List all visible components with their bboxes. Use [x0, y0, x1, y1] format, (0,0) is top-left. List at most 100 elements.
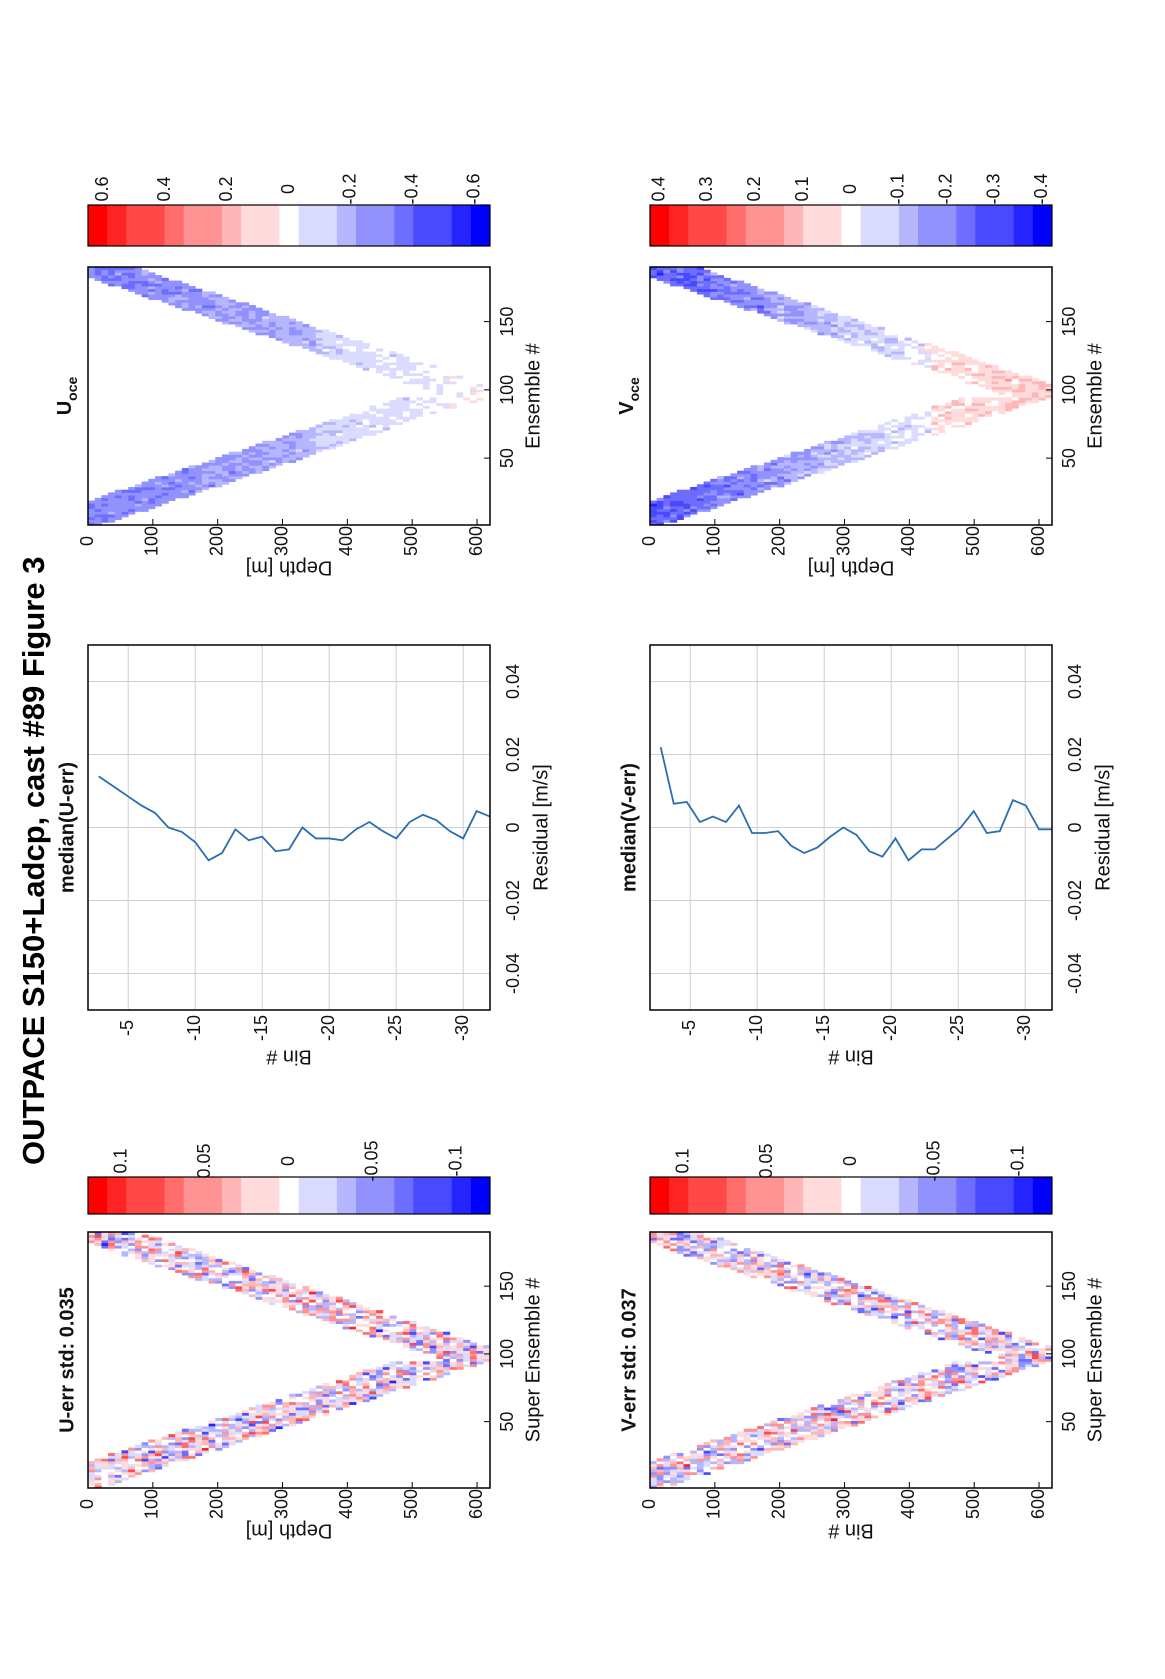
- heatmap-cell: [201, 1423, 209, 1427]
- heatmap-cell: [195, 1431, 203, 1435]
- heatmap-cell: [329, 1390, 337, 1395]
- heatmap-cell: [141, 495, 149, 499]
- heatmap-cell: [436, 389, 444, 393]
- heatmap-cell: [255, 1412, 263, 1416]
- heatmap-cell: [215, 296, 223, 300]
- colorbar-tick-label: -0.1: [1007, 1145, 1027, 1176]
- heatmap-cell: [857, 1393, 865, 1397]
- heatmap-cell: [168, 1461, 176, 1465]
- figure-title: OUTPACE S150+Ladcp, cast #89 Figure 3: [16, 557, 51, 1165]
- heatmap-cell: [817, 1415, 825, 1419]
- heatmap-cell: [690, 1250, 698, 1254]
- heatmap-cell: [824, 318, 832, 322]
- heatmap-cell: [844, 326, 852, 330]
- heatmap-cell: [235, 457, 243, 461]
- heatmap-cell: [944, 353, 952, 358]
- heatmap-cell: [1025, 381, 1033, 385]
- heatmap-cell: [396, 1329, 404, 1333]
- heatmap-cell: [295, 337, 303, 341]
- heatmap-cell: [924, 427, 932, 431]
- heatmap-cell: [322, 432, 330, 436]
- heatmap-cell: [289, 1420, 297, 1424]
- heatmap-cell: [161, 1264, 169, 1268]
- heatmap-cell: [168, 283, 176, 287]
- heatmap-cell: [108, 519, 116, 523]
- heatmap-cell: [188, 1447, 196, 1451]
- heatmap-cell: [797, 1412, 805, 1416]
- heatmap-cell: [315, 1401, 323, 1405]
- heatmap-cell: [168, 473, 176, 477]
- heatmap-cell: [918, 1382, 926, 1386]
- heatmap-cell: [101, 1455, 109, 1459]
- heatmap-cell: [817, 1420, 825, 1424]
- heatmap-cell: [824, 1431, 832, 1435]
- heatmap-cell: [389, 375, 397, 379]
- heatmap-cell: [416, 1342, 424, 1346]
- heatmap-cell: [891, 1399, 899, 1403]
- heatmap-cell: [215, 473, 223, 477]
- heatmap-cell: [958, 1364, 966, 1368]
- heatmap-cell: [255, 321, 263, 325]
- heatmap-cell: [416, 1361, 424, 1365]
- heatmap-cell: [717, 489, 725, 493]
- heatmap-cell: [757, 1258, 765, 1263]
- heatmap-cell: [924, 1329, 932, 1333]
- heatmap-cell: [436, 386, 444, 390]
- heatmap-cell: [723, 1253, 731, 1257]
- heatmap-cell: [958, 1385, 966, 1389]
- heatmap-cell: [851, 329, 859, 333]
- heatmap-cell: [289, 1307, 297, 1311]
- heatmap-cell: [891, 424, 899, 428]
- heatmap-cell: [830, 1288, 838, 1292]
- heatmap-cell: [964, 410, 972, 415]
- heatmap-cell: [128, 1466, 136, 1470]
- heatmap-cell: [871, 1415, 879, 1419]
- heatmap-cell: [121, 1242, 129, 1246]
- heatmap-cell: [824, 462, 832, 466]
- heatmap-cell: [978, 1323, 986, 1327]
- heatmap-cell: [757, 1452, 765, 1457]
- heatmap-cell: [851, 440, 859, 444]
- heatmap-cell: [329, 353, 337, 358]
- heatmap-cell: [904, 1380, 912, 1384]
- heatmap-cell: [295, 443, 303, 447]
- heatmap-cell: [161, 288, 169, 292]
- heatmap-cell: [978, 416, 986, 420]
- heatmap-cell: [985, 1342, 993, 1346]
- heatmap-cell: [242, 1409, 250, 1413]
- heatmap-cell: [168, 299, 176, 303]
- heatmap-cell: [683, 492, 691, 496]
- heatmap-cell: [991, 367, 999, 371]
- heatmap-cell: [335, 1390, 343, 1395]
- heatmap-cell: [985, 370, 993, 374]
- bin-tick-label: -20: [880, 1015, 900, 1041]
- heatmap-cell: [730, 495, 738, 499]
- heatmap-cell: [911, 421, 919, 425]
- heatmap-cell: [248, 1288, 256, 1292]
- heatmap-cell: [951, 372, 959, 377]
- heatmap-cell: [683, 1471, 691, 1475]
- heatmap-cell: [737, 473, 745, 477]
- heatmap-cell: [877, 334, 885, 339]
- heatmap-cell: [409, 1339, 417, 1343]
- heatmap-cell: [770, 302, 778, 306]
- heatmap-cell: [911, 1380, 919, 1384]
- colorbar-swatch: [803, 1177, 823, 1214]
- heatmap-cell: [463, 1342, 471, 1346]
- residual-tick-label: -0.04: [503, 953, 523, 994]
- heatmap-cell: [790, 1275, 798, 1279]
- heatmap-cell: [978, 1326, 986, 1330]
- heatmap-cell: [141, 1237, 149, 1241]
- colorbar-swatch: [879, 205, 900, 246]
- heatmap-cell: [663, 1471, 671, 1475]
- heatmap-cell: [844, 1412, 852, 1416]
- heatmap-cell: [790, 470, 798, 474]
- heatmap-cell: [356, 1326, 364, 1330]
- heatmap-cell: [784, 299, 792, 303]
- heatmap-cell: [991, 400, 999, 404]
- heatmap-cell: [423, 1329, 431, 1333]
- heatmap-cell: [322, 1304, 330, 1308]
- heatmap-cell: [228, 1417, 236, 1422]
- heatmap-cell: [128, 1447, 136, 1451]
- heatmap-cell: [938, 1315, 946, 1319]
